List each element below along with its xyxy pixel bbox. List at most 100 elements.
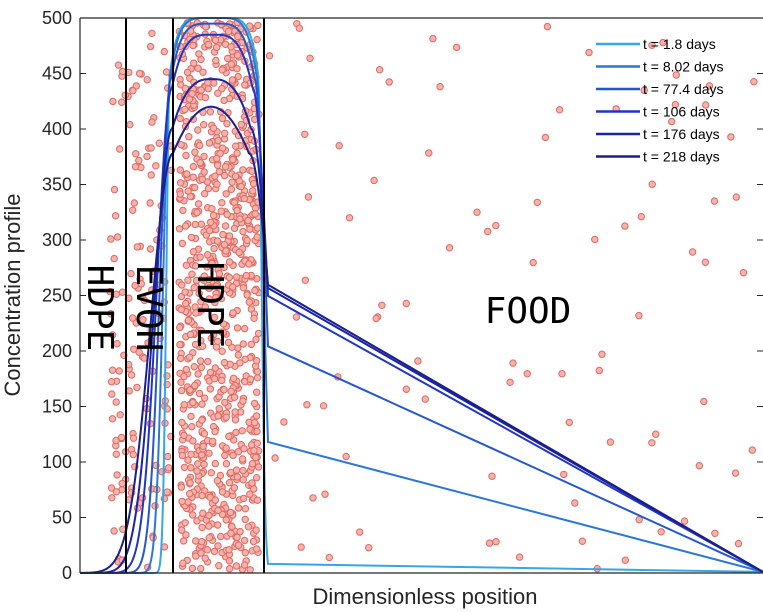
particle-point (184, 276, 192, 284)
particle-point (492, 538, 500, 546)
particle-point (241, 561, 249, 569)
particle-point (107, 235, 115, 243)
particle-point (238, 455, 247, 463)
particle-point (571, 499, 579, 507)
particle-point (356, 528, 364, 536)
particle-point (194, 200, 203, 208)
particle-point (180, 463, 189, 472)
particle-point (271, 454, 279, 462)
particle-point (555, 106, 564, 114)
y-tick-label: 450 (42, 64, 72, 84)
particle-point (237, 182, 245, 191)
particle-point (234, 344, 242, 352)
particle-point (193, 208, 201, 217)
legend-entry: t = 77.4 days (643, 81, 724, 97)
particle-point (114, 61, 123, 69)
particle-point (200, 121, 208, 129)
particle-point (111, 212, 120, 220)
particle-point (200, 460, 208, 469)
layer-label-evoh: EVOH (128, 265, 169, 352)
particle-point (671, 100, 680, 109)
particle-point (107, 484, 116, 492)
particle-point (214, 412, 222, 420)
particle-point (385, 78, 393, 86)
particle-point (199, 442, 207, 450)
y-axis-label: Concentration profile (0, 193, 25, 396)
particle-point (155, 139, 164, 147)
particle-point (162, 68, 171, 76)
particle-point (680, 517, 689, 525)
particle-point (221, 451, 229, 460)
particle-point (205, 511, 213, 520)
particle-point (248, 460, 257, 468)
particle-point (219, 320, 228, 328)
particle-point (139, 316, 147, 324)
particle-point (297, 543, 305, 551)
particle-point (233, 65, 241, 73)
particle-point (241, 515, 249, 524)
particle-point (197, 298, 205, 306)
particle-point (206, 108, 215, 116)
particle-point (229, 155, 237, 164)
particle-point (198, 342, 207, 350)
particle-point (192, 262, 200, 270)
layer-label-hdpe-inner: HDPE (189, 262, 230, 349)
particle-point (214, 542, 222, 550)
y-tick-label: 50 (52, 508, 72, 528)
particle-point (240, 494, 248, 503)
particle-point (177, 81, 185, 89)
particle-point (241, 505, 250, 513)
particle-point (233, 473, 242, 481)
particle-point (265, 52, 274, 60)
particle-point (228, 76, 237, 84)
particle-point (148, 118, 156, 126)
particle-point (197, 326, 206, 335)
particle-point (488, 472, 496, 480)
particle-point (560, 470, 568, 479)
particle-point (621, 556, 629, 564)
particle-point (198, 175, 207, 184)
particle-point (180, 372, 188, 381)
particle-point (225, 565, 234, 573)
particle-point (321, 490, 329, 498)
particle-point (198, 451, 206, 459)
particle-point (402, 385, 410, 393)
particle-point (506, 378, 514, 386)
particle-point (212, 294, 220, 302)
particle-point (143, 76, 151, 84)
particle-point (181, 288, 189, 296)
y-tick-label: 250 (42, 286, 72, 306)
particle-point (160, 47, 169, 56)
particle-point (210, 244, 218, 253)
particle-point (146, 42, 155, 51)
particle-point (196, 159, 204, 167)
particle-point (119, 67, 127, 76)
particle-point (210, 375, 219, 383)
particle-point (118, 98, 126, 106)
particle-point (194, 370, 202, 378)
particle-point (227, 185, 236, 194)
particle-point (113, 471, 121, 479)
particle-point (232, 142, 240, 150)
particle-point (180, 401, 188, 409)
particle-point (113, 340, 121, 348)
particle-point (186, 386, 194, 394)
particle-point (181, 105, 189, 114)
particle-point (127, 269, 135, 278)
particle-point (244, 216, 252, 225)
particle-point (236, 359, 244, 367)
particle-point (306, 54, 314, 62)
particle-point (208, 205, 216, 213)
layer-label-hdpe-outer: HDPE (79, 265, 120, 352)
particle-point (178, 451, 187, 460)
legend: t = 1.8 days t = 8.02 days t = 77.4 days t … (596, 36, 724, 165)
particle-point (178, 497, 186, 506)
particle-point (225, 258, 234, 266)
particle-point (203, 546, 212, 554)
particle-point (178, 239, 187, 248)
particle-point (204, 40, 213, 49)
particle-point (180, 431, 188, 440)
particle-point (214, 521, 222, 529)
particle-point (177, 386, 186, 395)
particle-point (198, 400, 206, 408)
